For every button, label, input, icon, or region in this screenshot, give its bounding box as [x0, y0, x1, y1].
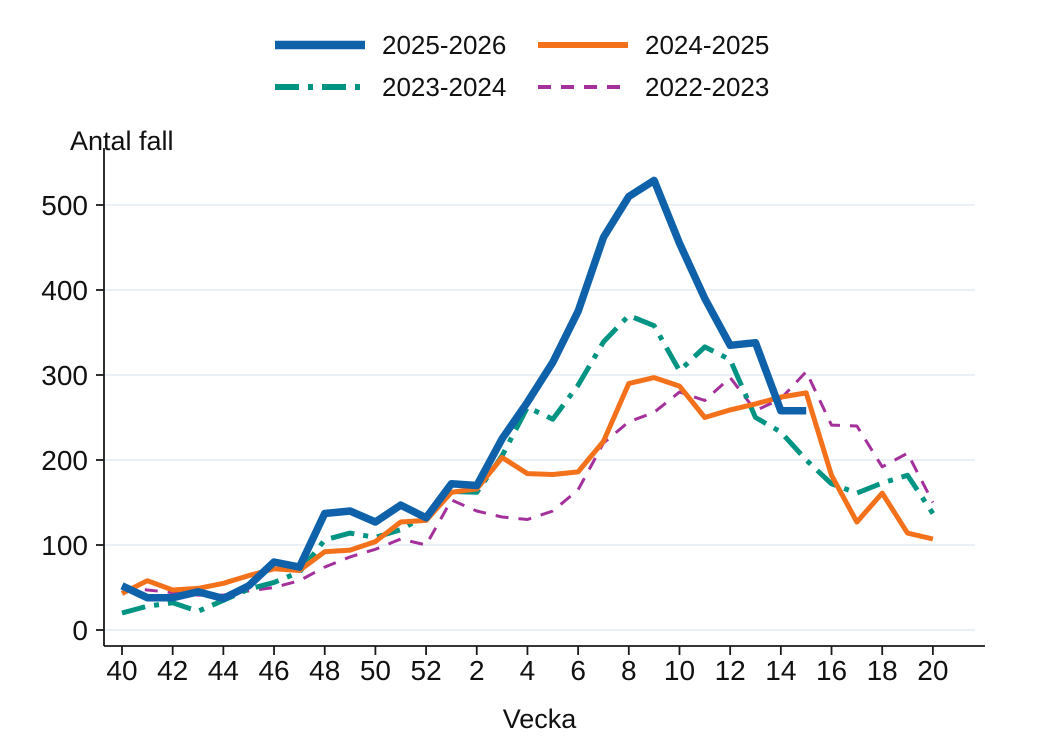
x-tick-label: 44	[208, 655, 239, 686]
legend-line-sample	[538, 42, 628, 48]
y-tick-label: 400	[41, 275, 88, 306]
x-axis-title: Vecka	[503, 704, 578, 734]
x-tick-label: 6	[570, 655, 586, 686]
x-tick-label: 40	[106, 655, 137, 686]
legend-item-2025-2026: 2025-2026	[275, 30, 538, 60]
x-tick-label: 16	[816, 655, 847, 686]
y-tick-label: 100	[41, 530, 88, 561]
legend-line-sample	[275, 84, 365, 90]
x-tick-label: 20	[917, 655, 948, 686]
x-tick-label: 14	[765, 655, 796, 686]
legend-item-2024-2025: 2024-2025	[538, 30, 769, 60]
x-tick-label: 8	[621, 655, 637, 686]
x-tick-label: 4	[520, 655, 536, 686]
y-tick-label: 0	[72, 615, 88, 646]
legend-item-2023-2024: 2023-2024	[275, 72, 538, 102]
series-line-2025-2026	[120, 176, 807, 603]
x-tick-label: 52	[411, 655, 442, 686]
legend-label: 2024-2025	[645, 30, 770, 60]
x-tick-label: 50	[360, 655, 391, 686]
legend-item-2022-2023: 2022-2023	[538, 72, 769, 102]
x-tick-label: 18	[867, 655, 898, 686]
chart-legend: 2025-2026 2024-2025 2023-2024 2022-2023	[275, 30, 769, 102]
x-tick-label: 42	[157, 655, 188, 686]
x-tick-label: 2	[469, 655, 485, 686]
y-tick-label: 500	[41, 190, 88, 221]
legend-line-sample	[275, 40, 365, 50]
x-tick-label: 10	[664, 655, 695, 686]
legend-label: 2023-2024	[382, 72, 507, 102]
series-line-2023-2024	[121, 313, 935, 616]
legend-label: 2025-2026	[382, 30, 507, 60]
y-axis-title: Antal fall	[70, 126, 174, 156]
x-tick-label: 12	[715, 655, 746, 686]
series-line-2022-2023	[121, 370, 935, 597]
x-tick-label: 48	[309, 655, 340, 686]
legend-label: 2022-2023	[645, 72, 770, 102]
y-tick-label: 200	[41, 445, 88, 476]
legend-line-sample	[538, 85, 628, 89]
x-tick-label: 46	[258, 655, 289, 686]
y-tick-label: 300	[41, 360, 88, 391]
